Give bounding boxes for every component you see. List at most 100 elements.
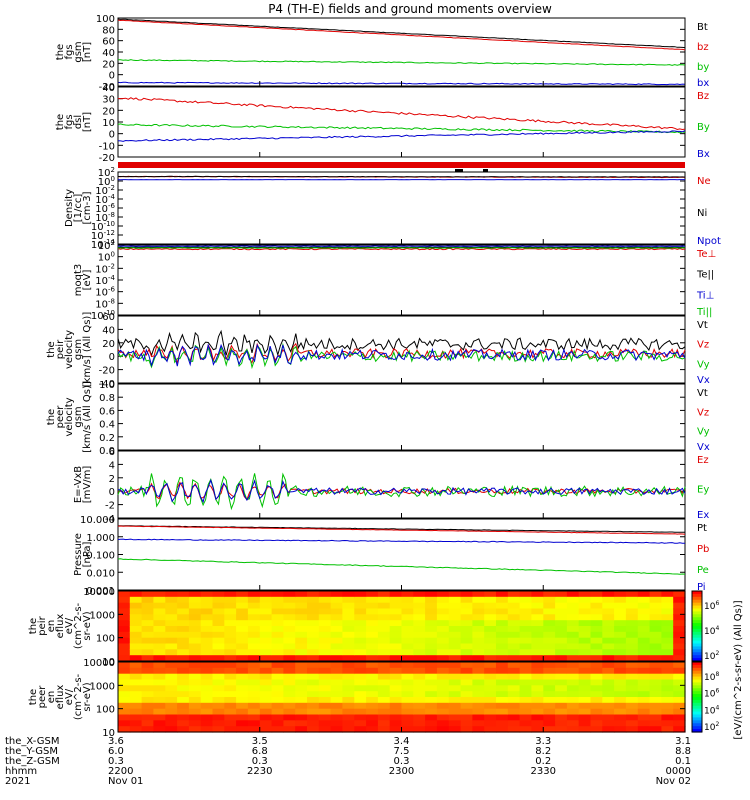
spec-cell (118, 691, 131, 698)
spec-cell (625, 691, 639, 698)
ytick-label: 0.010 (86, 568, 115, 579)
spec-cell (673, 602, 686, 610)
spec-cell (259, 608, 273, 615)
xtick-label: 2300 (389, 766, 414, 777)
spec-cell (295, 662, 308, 669)
spec-cell (484, 602, 497, 610)
ytick-label: 0.8 (99, 393, 115, 404)
spec-cell (200, 596, 214, 604)
spec-cell (543, 631, 556, 639)
spec-cell (377, 673, 391, 681)
spec-cell (118, 591, 131, 598)
spec-cell (472, 643, 485, 650)
spec-cell (141, 643, 154, 650)
spec-cell (247, 655, 261, 662)
spec-cell (625, 655, 639, 662)
spec-cell (377, 655, 391, 662)
spec-cell (247, 596, 261, 604)
spec-cell (649, 637, 662, 645)
spec-cell (377, 691, 391, 698)
spec-cell (637, 726, 651, 733)
spec-cell (389, 626, 403, 633)
series-Bt (117, 18, 686, 49)
spec-cell (614, 637, 627, 645)
series-Pe (117, 558, 686, 575)
spec-cell (141, 620, 154, 627)
spec-cell (389, 708, 403, 716)
spec-cell (177, 708, 190, 716)
colorbar-cell (692, 593, 702, 598)
spec-cell (153, 643, 166, 650)
spec-cell (460, 691, 473, 698)
spec-cell (377, 620, 391, 627)
spec-cell (413, 602, 426, 610)
spec-cell (472, 626, 485, 633)
spec-cell (543, 596, 556, 604)
spec-cell (129, 714, 143, 721)
spec-cell (531, 679, 544, 686)
spec-cell (472, 637, 485, 645)
spec-cell (118, 720, 131, 727)
spec-cell (188, 602, 202, 610)
spec-cell (413, 702, 426, 710)
spec-cell (259, 702, 273, 710)
spec-cell (118, 631, 131, 639)
spec-cell (578, 691, 592, 698)
spec-cell (661, 667, 674, 675)
spec-cell (566, 620, 580, 627)
series-Ni (118, 175, 686, 178)
ytick-label: 40 (102, 325, 115, 336)
spec-cell (224, 720, 237, 727)
legend-item: Bt (697, 22, 708, 33)
spec-cell (330, 637, 343, 645)
spec-cell (519, 702, 532, 710)
spec-cell (377, 643, 391, 650)
spec-cell (165, 643, 178, 650)
spec-cell (330, 643, 343, 650)
spec-cell (578, 591, 592, 598)
ytick-label: 40 (102, 48, 115, 59)
spec-cell (460, 708, 473, 716)
spec-cell (484, 608, 497, 615)
ytick-label: 6 (109, 447, 115, 458)
spec-cell (673, 714, 686, 721)
spec-cell (271, 702, 284, 710)
spec-cell (625, 697, 639, 704)
spec-cell (673, 643, 686, 650)
spec-cell (543, 626, 556, 633)
spec-cell (141, 679, 154, 686)
spec-cell (460, 697, 473, 704)
spec-cell (377, 649, 391, 656)
spec-cell (389, 714, 403, 721)
spec-cell (614, 667, 627, 675)
spec-cell (295, 591, 308, 598)
spec-cell (448, 702, 462, 710)
spec-cell (177, 626, 190, 633)
spec-cell (649, 667, 662, 675)
spec-cell (354, 649, 367, 656)
spec-cell (259, 697, 273, 704)
spec-cell (519, 697, 532, 704)
spec-cell (448, 708, 462, 716)
spec-cell (307, 649, 320, 656)
spec-cell (330, 608, 343, 615)
spec-cell (673, 691, 686, 698)
legend-item: Ti|| (696, 307, 712, 318)
spec-cell (259, 685, 273, 692)
spec-cell (377, 608, 391, 615)
spec-cell (637, 626, 651, 633)
spec-cell (153, 631, 166, 639)
spec-cell (200, 631, 214, 639)
ylabel-line: gsm (73, 406, 84, 427)
series-Ex (117, 478, 686, 504)
spec-cell (330, 596, 343, 604)
ytick-label: 100 (98, 251, 115, 264)
spec-cell (295, 655, 308, 662)
spec-cell (578, 673, 592, 681)
ylabel-line: eflux (55, 614, 66, 639)
spec-cell (602, 631, 615, 639)
spec-cell (283, 667, 296, 675)
spec-cell (377, 726, 391, 733)
spec-cell (496, 620, 509, 627)
